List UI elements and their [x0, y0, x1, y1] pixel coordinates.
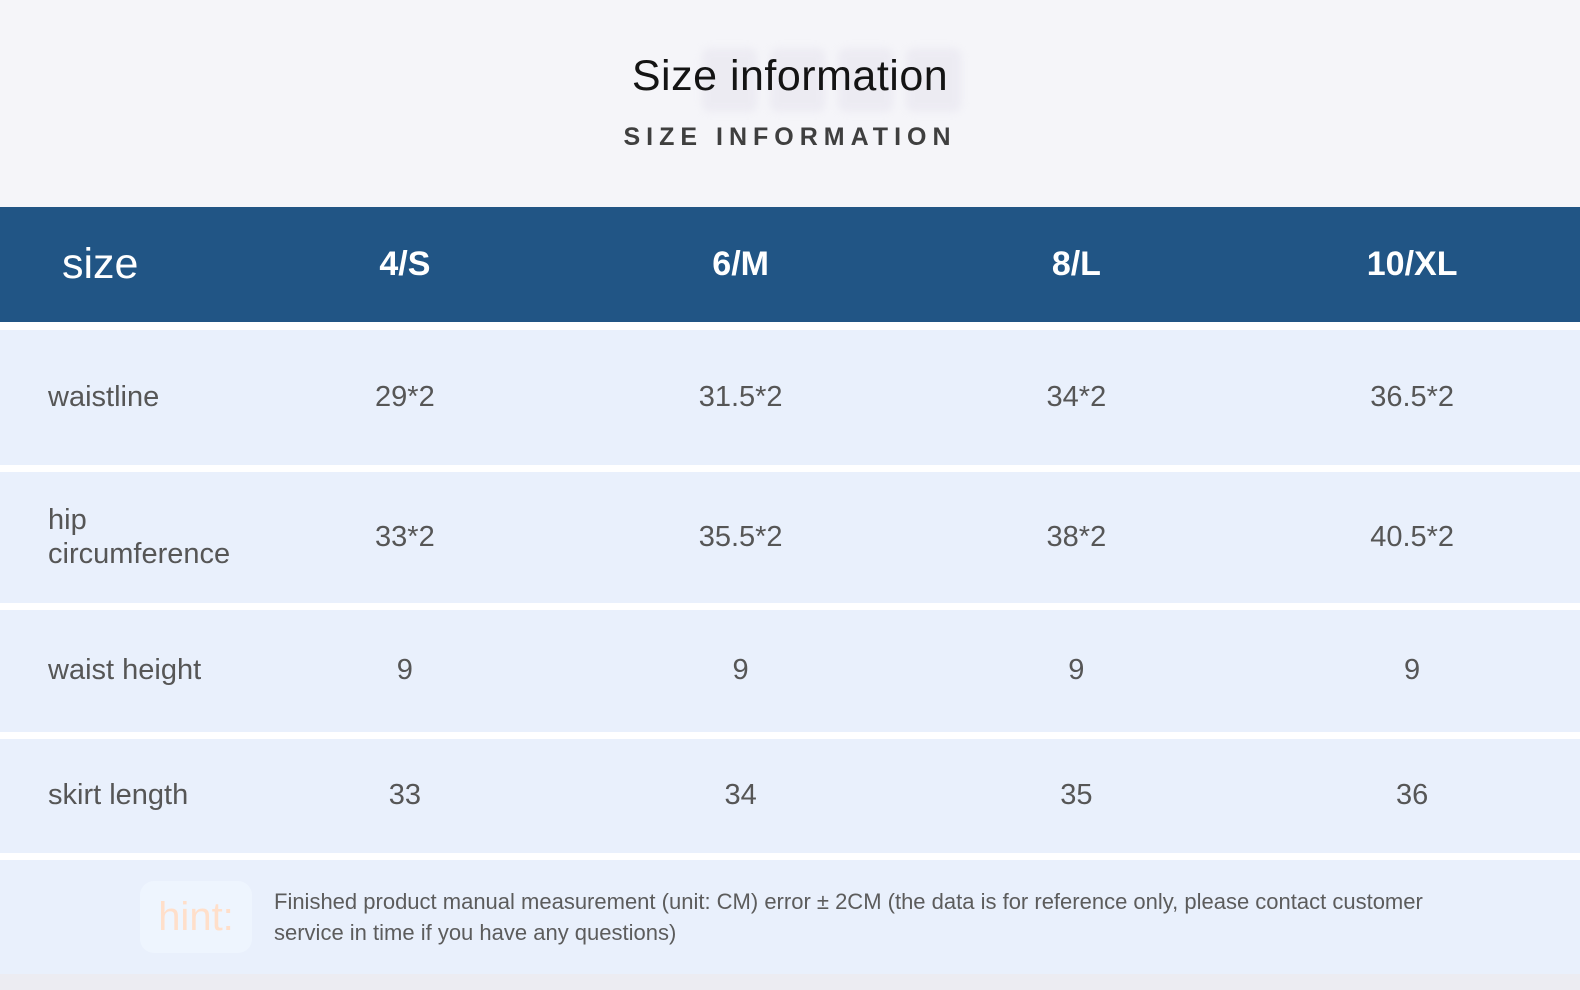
cell-value: 34*2 — [1046, 380, 1107, 413]
table-row-hip-circumference: hip circumference 33*2 35.5*2 38*2 40.5*… — [0, 472, 1580, 603]
header-cell-size: size — [62, 240, 139, 288]
header-cell-4s: 4/S — [379, 245, 431, 283]
row-label: waistline — [0, 330, 237, 465]
table-row-waist-height: waist height 9 9 9 9 — [0, 610, 1580, 732]
header-cell-10xl: 10/XL — [1366, 245, 1458, 283]
row-label: skirt length — [0, 739, 237, 853]
bottom-strip — [0, 974, 1580, 990]
cell-value: 31.5*2 — [698, 380, 783, 413]
row-label-text: skirt length — [48, 779, 189, 812]
table-row-skirt-length: skirt length 33 34 35 36 — [0, 739, 1580, 853]
cell-value: 33 — [388, 779, 421, 812]
cell-value: 9 — [396, 654, 413, 687]
cell-value: 40.5*2 — [1370, 520, 1455, 553]
cell-value: 36.5*2 — [1370, 380, 1455, 413]
size-table: size 4/S 6/M 8/L 10/XL waistline 29*2 31… — [0, 207, 1580, 990]
cell-value: 9 — [1404, 654, 1421, 687]
table-row-waistline: waistline 29*2 31.5*2 34*2 36.5*2 — [0, 330, 1580, 465]
cell-value: 35 — [1060, 779, 1093, 812]
hint-text: Finished product manual measurement (uni… — [274, 888, 1423, 945]
row-label: waist height — [0, 610, 237, 732]
page-title: Size information — [631, 52, 949, 100]
row-label-text: hip circumference — [48, 504, 231, 570]
hint-row: hint: Finished product manual measuremen… — [0, 860, 1580, 974]
cell-value: 33*2 — [375, 520, 435, 553]
row-label-text: waist height — [48, 654, 202, 687]
cell-value: 34 — [724, 779, 757, 812]
cell-value: 9 — [732, 654, 749, 687]
size-table-header-row: size 4/S 6/M 8/L 10/XL — [0, 207, 1580, 322]
row-label: hip circumference — [0, 472, 237, 603]
cell-value: 9 — [1068, 654, 1085, 687]
header-cell-6m: 6/M — [712, 245, 769, 283]
header-cell-8l: 8/L — [1051, 245, 1101, 283]
hint-badge: hint: — [140, 881, 252, 953]
page-subtitle: SIZE INFORMATION — [623, 123, 957, 151]
cell-value: 29*2 — [375, 380, 435, 413]
row-label-text: waistline — [48, 380, 160, 413]
cell-value: 36 — [1395, 779, 1429, 812]
cell-value: 38*2 — [1046, 520, 1107, 553]
cell-value: 35.5*2 — [698, 520, 783, 553]
title-section: Size information SIZE INFORMATION — [0, 0, 1580, 207]
